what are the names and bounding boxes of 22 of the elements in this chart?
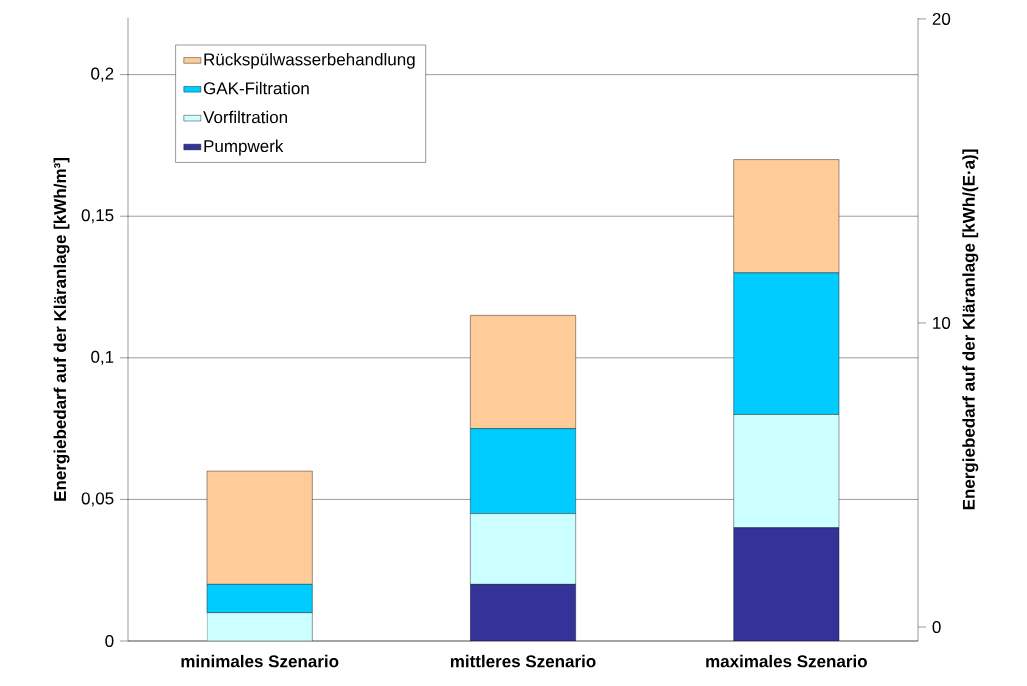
- y-tick-label: 0,15: [81, 209, 114, 224]
- y2-axis-title: Energiebedarf auf der Kläranlage [kWh/(E·a)]: [962, 149, 979, 510]
- y-tick-label: 0,2: [91, 67, 114, 82]
- y-tick-label: 0,05: [81, 492, 114, 507]
- legend-label: Pumpwerk: [204, 139, 284, 156]
- legend-label: Rückspülwasserbehandlung: [204, 52, 415, 69]
- y-tick-label: 0: [105, 634, 114, 648]
- bar: [733, 527, 840, 641]
- bar: [470, 584, 576, 641]
- x-tick-label: minimales Szenario: [181, 654, 339, 668]
- bar: [733, 414, 840, 528]
- bar: [470, 513, 576, 585]
- y2-tick-label: 20: [932, 12, 951, 25]
- y2-tick-label: 0: [932, 620, 941, 634]
- y2-tick-label: 10: [933, 316, 951, 329]
- bar: [206, 612, 313, 641]
- x-tick-label: maximales Szenario: [706, 654, 867, 668]
- legend-label: Vorfiltration: [203, 110, 287, 124]
- y-axis-title: Energiebedarf auf der Kläranlage [kWh/m³]: [53, 158, 70, 501]
- y-tick-label: 0,1: [91, 350, 114, 365]
- x-tick-label: mittleres Szenario: [450, 654, 596, 668]
- legend-label: GAK-Filtration: [203, 81, 309, 95]
